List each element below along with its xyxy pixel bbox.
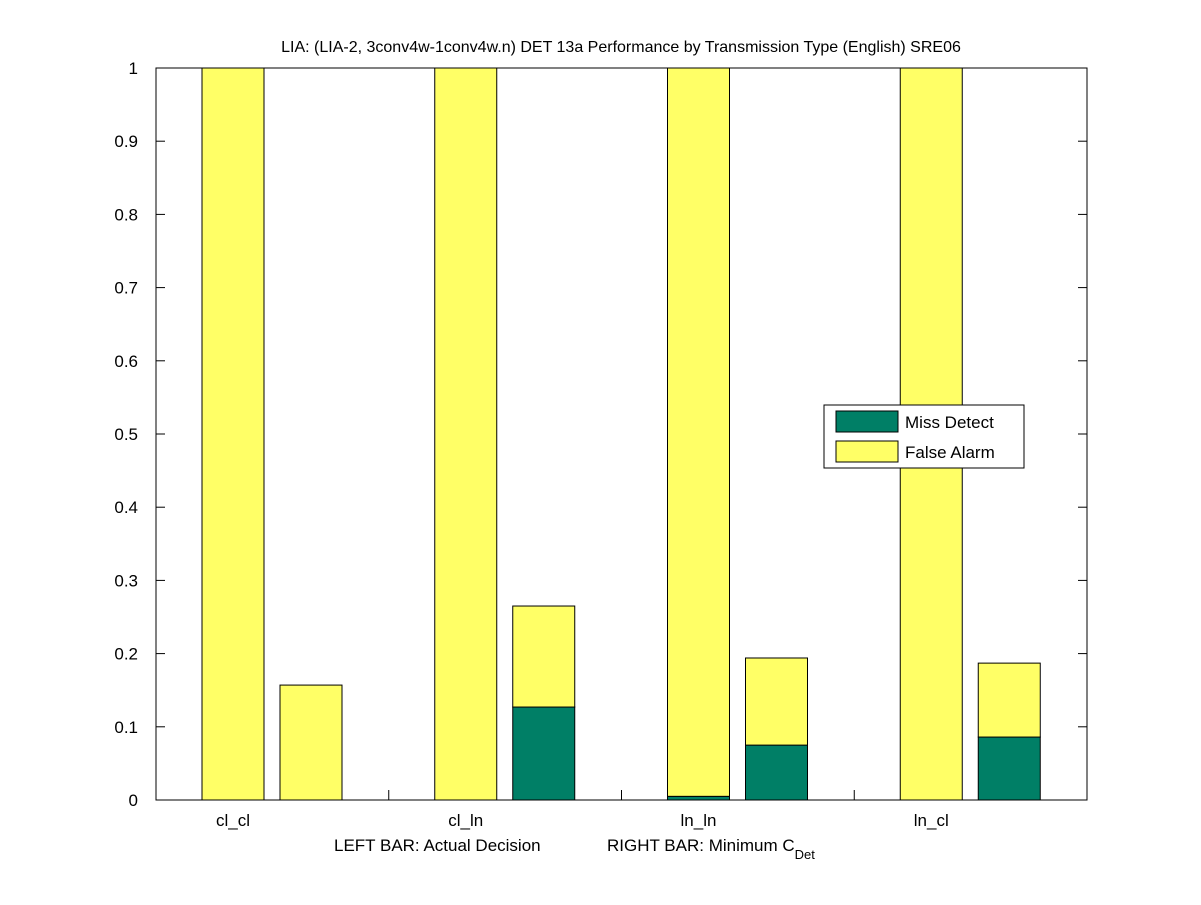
- right-bar-false-alarm-ln_cl: [977, 662, 1041, 738]
- legend-swatch-false-alarm: [835, 440, 899, 463]
- x-label-right-sub: Det: [795, 847, 816, 862]
- x-tick-label: cl_cl: [216, 811, 250, 830]
- y-tick-label: 0.3: [114, 571, 138, 590]
- x-tick-label: cl_ln: [448, 811, 483, 830]
- y-tick-label: 0.4: [114, 498, 138, 517]
- y-tick-label: 0: [129, 791, 138, 810]
- y-tick-label: 0.1: [114, 718, 138, 737]
- x-label-right: RIGHT BAR: Minimum CDet: [607, 836, 815, 862]
- legend-label-false-alarm: False Alarm: [905, 443, 995, 462]
- x-label-right-main: RIGHT BAR: Minimum C: [607, 836, 795, 855]
- right-bar-false-alarm-cl_cl: [279, 684, 343, 801]
- right-bar-miss-detect-ln_cl: [977, 736, 1041, 801]
- legend: Miss Detect False Alarm: [823, 404, 1025, 469]
- chart-title: LIA: (LIA-2, 3conv4w-1conv4w.n) DET 13a …: [281, 39, 961, 56]
- left-bar-false-alarm-cl_ln: [434, 67, 498, 801]
- right-bar-false-alarm-cl_ln: [512, 605, 576, 708]
- y-axis: 0 0.1 0.2 0.3 0.4 0.5 0.6 0.7 0.8 0.9 1: [114, 59, 1087, 810]
- legend-swatch-miss-detect: [835, 410, 899, 433]
- x-tick-label: ln_cl: [914, 811, 949, 830]
- right-bar-false-alarm-ln_ln: [745, 657, 808, 746]
- left-bar-false-alarm-ln_ln: [667, 67, 730, 797]
- y-tick-label: 0.6: [114, 352, 138, 371]
- x-axis: cl_cl cl_ln ln_ln ln_cl: [216, 790, 949, 830]
- right-bar-miss-detect-cl_ln: [512, 706, 576, 801]
- right-bar-miss-detect-ln_ln: [745, 744, 808, 801]
- y-tick-label: 0.9: [114, 132, 138, 151]
- y-tick-label: 0.5: [114, 425, 138, 444]
- x-label-left: LEFT BAR: Actual Decision: [334, 836, 541, 855]
- y-tick-label: 0.2: [114, 645, 138, 664]
- left-bar-miss-detect-ln_ln: [667, 795, 730, 801]
- y-tick-label: 0.8: [114, 205, 138, 224]
- y-tick-label: 0.7: [114, 279, 138, 298]
- legend-label-miss-detect: Miss Detect: [905, 413, 994, 432]
- y-tick-label: 1: [129, 59, 138, 78]
- x-tick-label: ln_ln: [681, 811, 717, 830]
- left-bar-false-alarm-cl_cl: [201, 67, 265, 801]
